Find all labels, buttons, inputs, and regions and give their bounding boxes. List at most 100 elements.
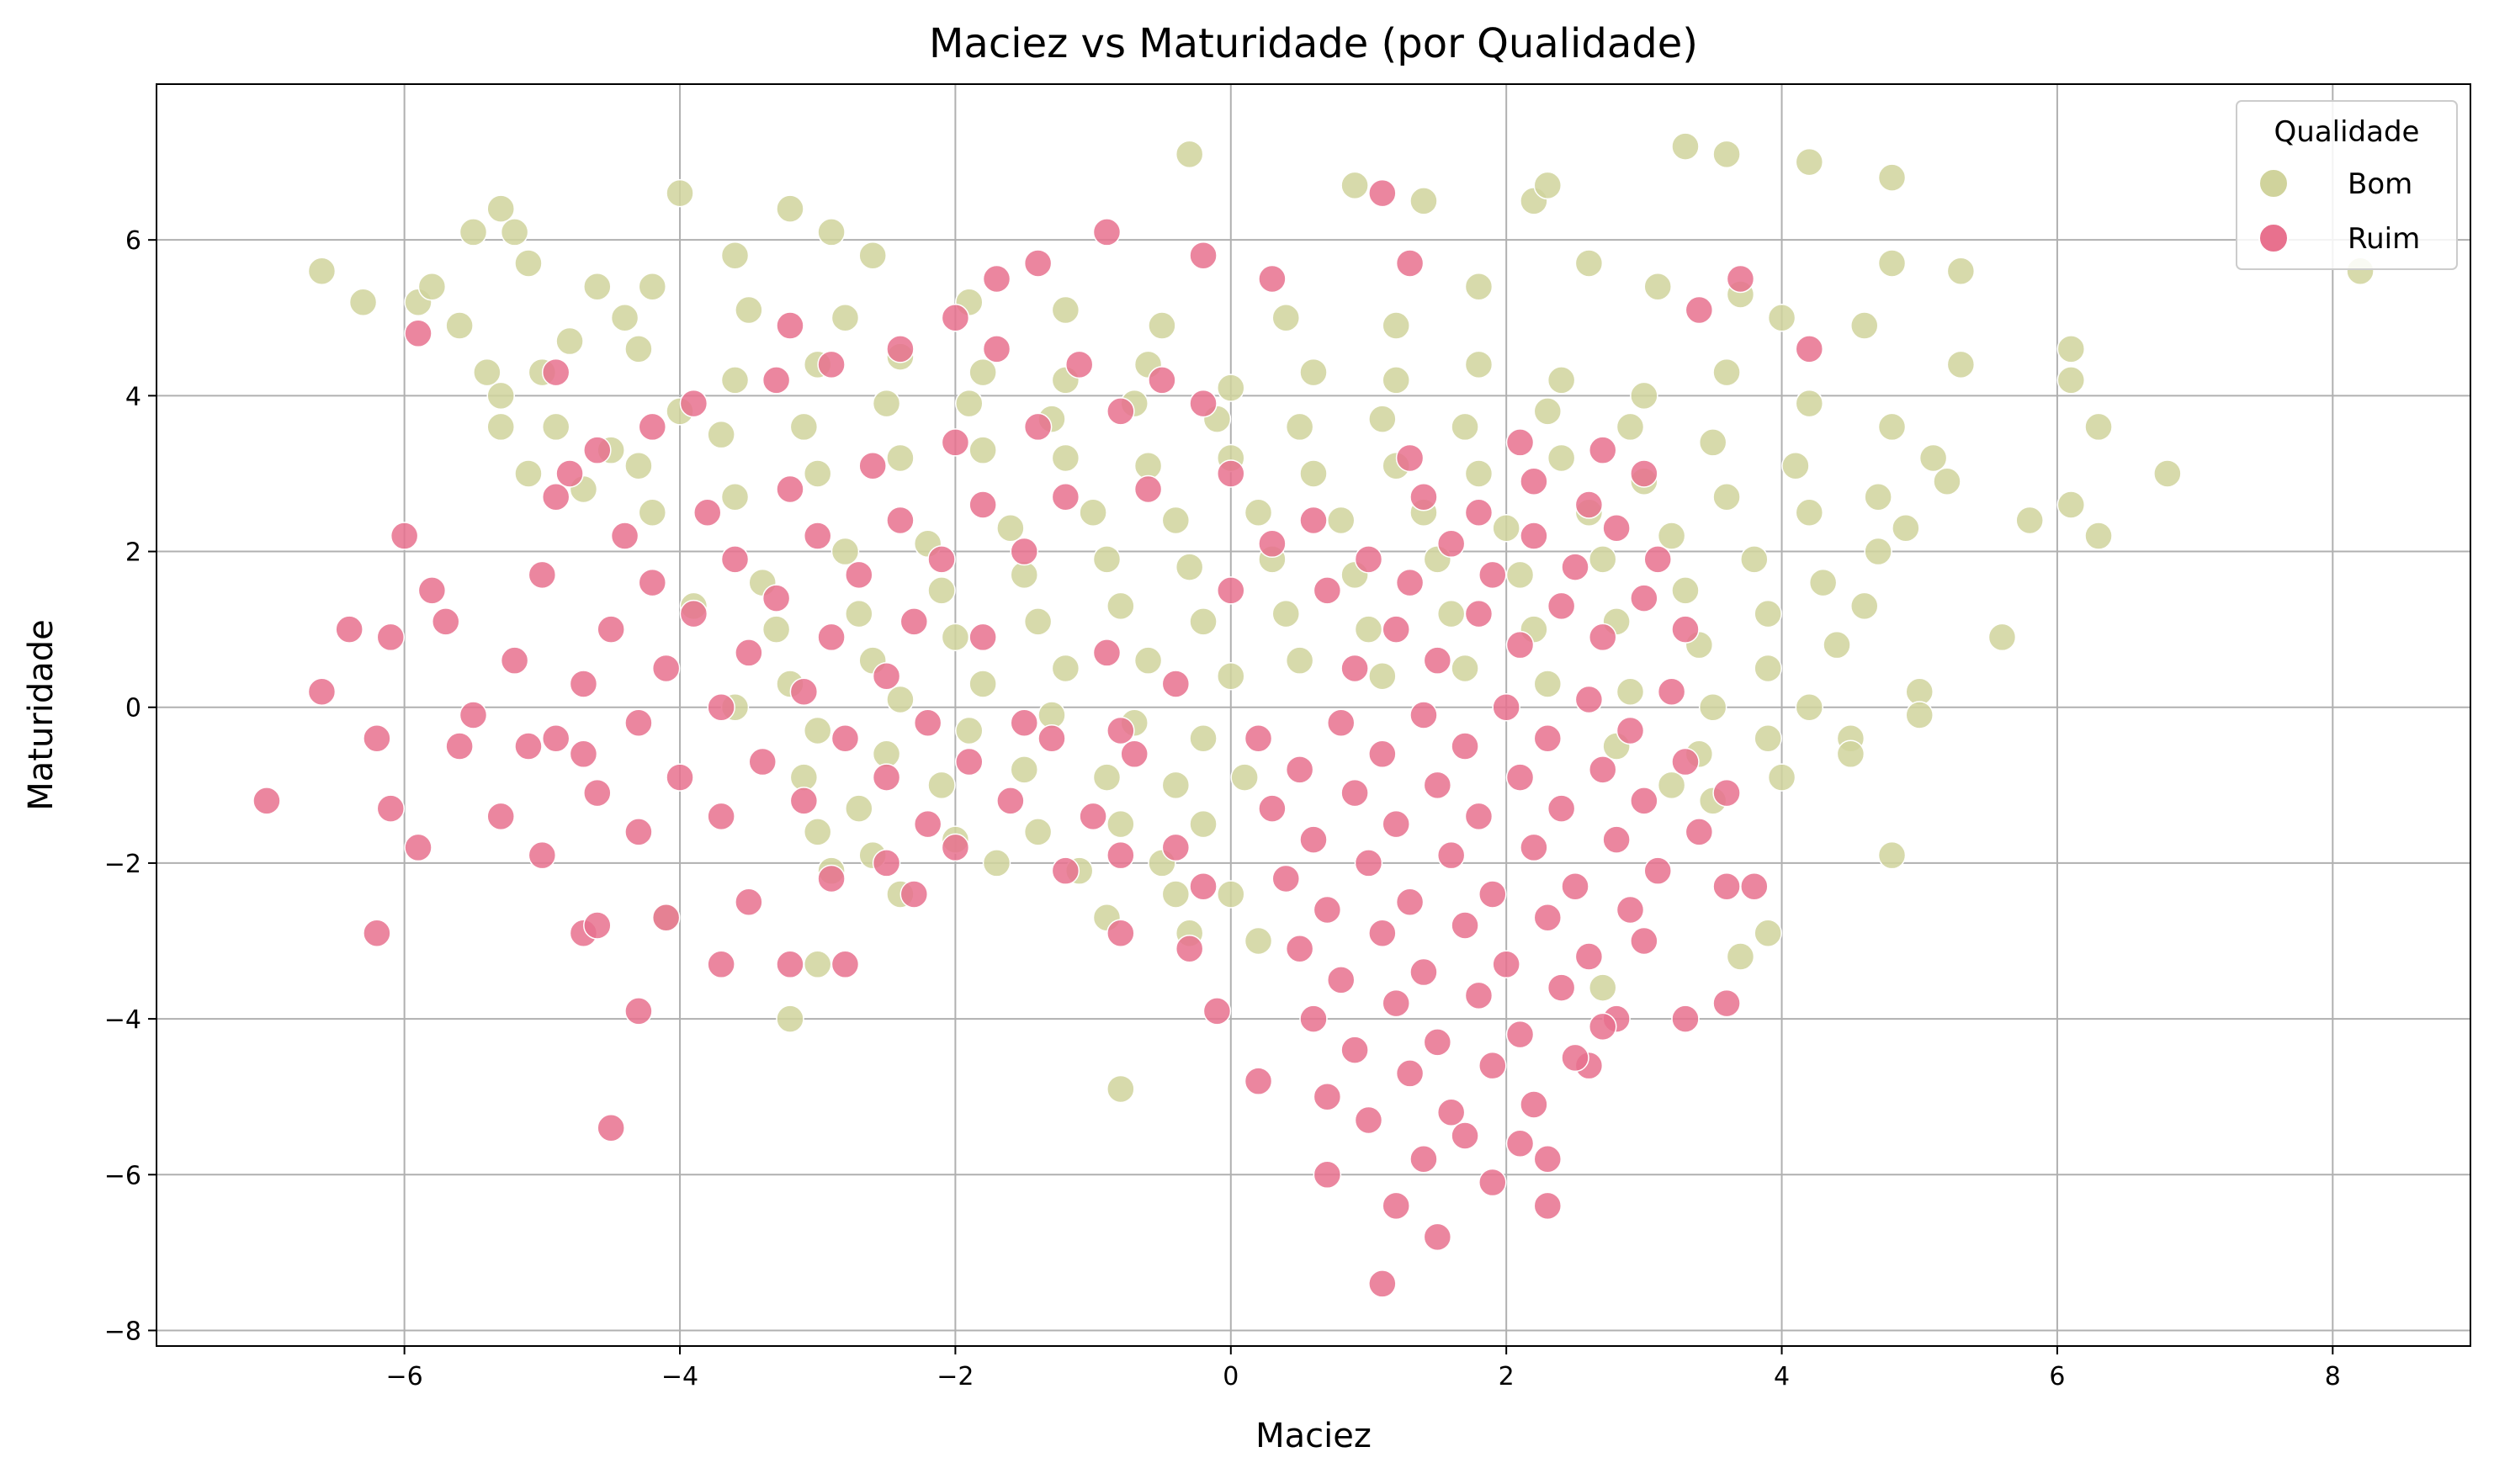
point-ruim: [307, 677, 337, 706]
point-ruim: [638, 568, 667, 597]
point-ruim: [252, 787, 281, 815]
point-ruim: [1657, 677, 1686, 706]
point-ruim: [335, 615, 363, 644]
point-ruim: [486, 802, 515, 831]
y-tick-label: 6: [125, 226, 141, 256]
point-ruim: [1685, 818, 1714, 846]
point-ruim: [1133, 474, 1163, 504]
point-ruim: [941, 304, 970, 332]
point-ruim: [1409, 1145, 1438, 1174]
point-bom: [1547, 443, 1576, 473]
point-ruim: [1354, 545, 1383, 574]
point-ruim: [1382, 615, 1410, 644]
point-bom: [1533, 171, 1563, 200]
point-ruim: [1574, 942, 1604, 971]
point-bom: [1148, 311, 1176, 340]
point-ruim: [761, 366, 791, 395]
point-ruim: [1409, 482, 1438, 511]
point-bom: [1712, 482, 1741, 511]
point-ruim: [1630, 926, 1658, 956]
y-tick-label: 2: [125, 538, 141, 568]
point-bom: [1533, 397, 1563, 426]
point-ruim: [583, 436, 612, 464]
point-bom: [1189, 724, 1218, 753]
point-ruim: [1616, 716, 1645, 745]
point-ruim: [1712, 988, 1741, 1018]
point-ruim: [1395, 249, 1425, 278]
point-bom: [486, 412, 515, 442]
point-ruim: [1368, 178, 1397, 208]
point-ruim: [404, 833, 432, 862]
point-bom: [1795, 147, 1824, 177]
plot-frame: [156, 83, 2471, 1347]
point-bom: [803, 950, 832, 979]
point-ruim: [1258, 264, 1287, 294]
point-ruim: [1726, 264, 1755, 294]
point-bom: [886, 685, 915, 714]
point-ruim: [1382, 988, 1410, 1018]
point-ruim: [500, 646, 529, 675]
point-bom: [2153, 459, 2182, 488]
point-bom: [2084, 412, 2113, 442]
point-ruim: [1589, 1012, 1617, 1041]
point-ruim: [817, 350, 846, 379]
point-bom: [886, 443, 915, 473]
point-ruim: [1189, 389, 1218, 418]
point-bom: [1574, 249, 1604, 278]
point-ruim: [569, 739, 598, 769]
point-bom: [307, 257, 337, 285]
point-ruim: [1244, 724, 1273, 753]
point-bom: [858, 241, 887, 270]
point-bom: [514, 459, 543, 488]
point-ruim: [1589, 436, 1617, 464]
point-ruim: [1354, 1105, 1383, 1135]
point-bom: [1698, 692, 1727, 722]
point-bom: [1589, 545, 1617, 574]
point-ruim: [1616, 895, 1645, 925]
point-bom: [996, 514, 1025, 543]
point-ruim: [1106, 919, 1135, 948]
point-ruim: [1395, 443, 1425, 473]
point-ruim: [1340, 778, 1369, 808]
point-bom: [1657, 522, 1686, 550]
point-ruim: [886, 335, 915, 363]
point-ruim: [1313, 576, 1342, 605]
point-ruim: [1340, 1036, 1369, 1064]
point-bom: [1161, 506, 1191, 535]
point-ruim: [583, 778, 612, 808]
point-ruim: [1423, 1222, 1452, 1252]
point-ruim: [1161, 833, 1191, 862]
point-ruim: [1217, 576, 1245, 605]
point-bom: [1892, 514, 1920, 543]
point-ruim: [1354, 849, 1383, 877]
point-bom: [610, 304, 639, 332]
point-ruim: [1436, 529, 1466, 559]
legend-box: [2236, 100, 2458, 270]
point-ruim: [872, 661, 901, 691]
point-ruim: [707, 950, 735, 979]
point-ruim: [624, 818, 653, 846]
point-bom: [1616, 677, 1645, 706]
point-ruim: [1547, 973, 1576, 1002]
point-ruim: [1671, 747, 1700, 776]
point-bom: [1643, 272, 1672, 301]
point-bom: [1671, 132, 1700, 161]
y-tick-label: −6: [104, 1161, 141, 1190]
point-ruim: [1202, 997, 1232, 1026]
point-ruim: [1505, 630, 1535, 660]
point-ruim: [1382, 809, 1410, 839]
point-ruim: [1574, 685, 1604, 714]
x-tick-label: 0: [1223, 1362, 1239, 1391]
point-bom: [955, 716, 984, 745]
point-ruim: [1051, 856, 1080, 885]
point-ruim: [1175, 935, 1204, 963]
point-ruim: [1106, 840, 1135, 870]
point-ruim: [1395, 1059, 1425, 1088]
point-ruim: [845, 560, 873, 590]
point-ruim: [1464, 802, 1494, 831]
legend: Qualidade Bom Ruim: [2236, 100, 2458, 270]
point-ruim: [1561, 872, 1589, 901]
point-bom: [1436, 599, 1466, 628]
point-ruim: [666, 763, 694, 792]
point-bom: [2056, 335, 2086, 363]
